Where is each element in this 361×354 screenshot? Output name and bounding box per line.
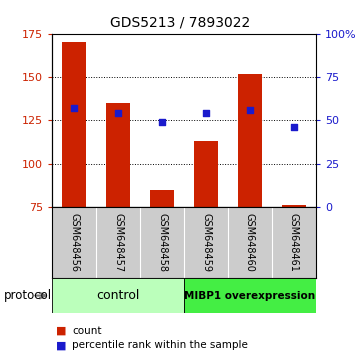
Text: ■: ■ <box>56 326 66 336</box>
Bar <box>282 205 306 207</box>
Bar <box>52 278 184 313</box>
Text: GSM648457: GSM648457 <box>113 213 123 272</box>
Bar <box>238 74 262 207</box>
Text: MIBP1 overexpression: MIBP1 overexpression <box>184 291 316 301</box>
Text: GSM648458: GSM648458 <box>157 213 167 272</box>
Text: GSM648461: GSM648461 <box>289 213 299 272</box>
Text: GSM648460: GSM648460 <box>245 213 255 272</box>
Text: GSM648459: GSM648459 <box>201 213 211 272</box>
Text: ■: ■ <box>56 340 66 350</box>
Text: count: count <box>72 326 102 336</box>
Point <box>247 107 253 113</box>
Bar <box>184 278 316 313</box>
Point <box>203 110 209 116</box>
Text: percentile rank within the sample: percentile rank within the sample <box>72 340 248 350</box>
Point <box>71 105 77 111</box>
Text: GDS5213 / 7893022: GDS5213 / 7893022 <box>110 16 251 30</box>
Point <box>291 125 297 130</box>
Bar <box>150 190 174 207</box>
Bar <box>194 141 218 207</box>
Text: control: control <box>96 289 140 302</box>
Text: GSM648456: GSM648456 <box>69 213 79 272</box>
Text: protocol: protocol <box>4 289 52 302</box>
Point <box>159 119 165 125</box>
Point <box>115 110 121 116</box>
Bar <box>62 42 86 207</box>
Bar <box>106 103 130 207</box>
